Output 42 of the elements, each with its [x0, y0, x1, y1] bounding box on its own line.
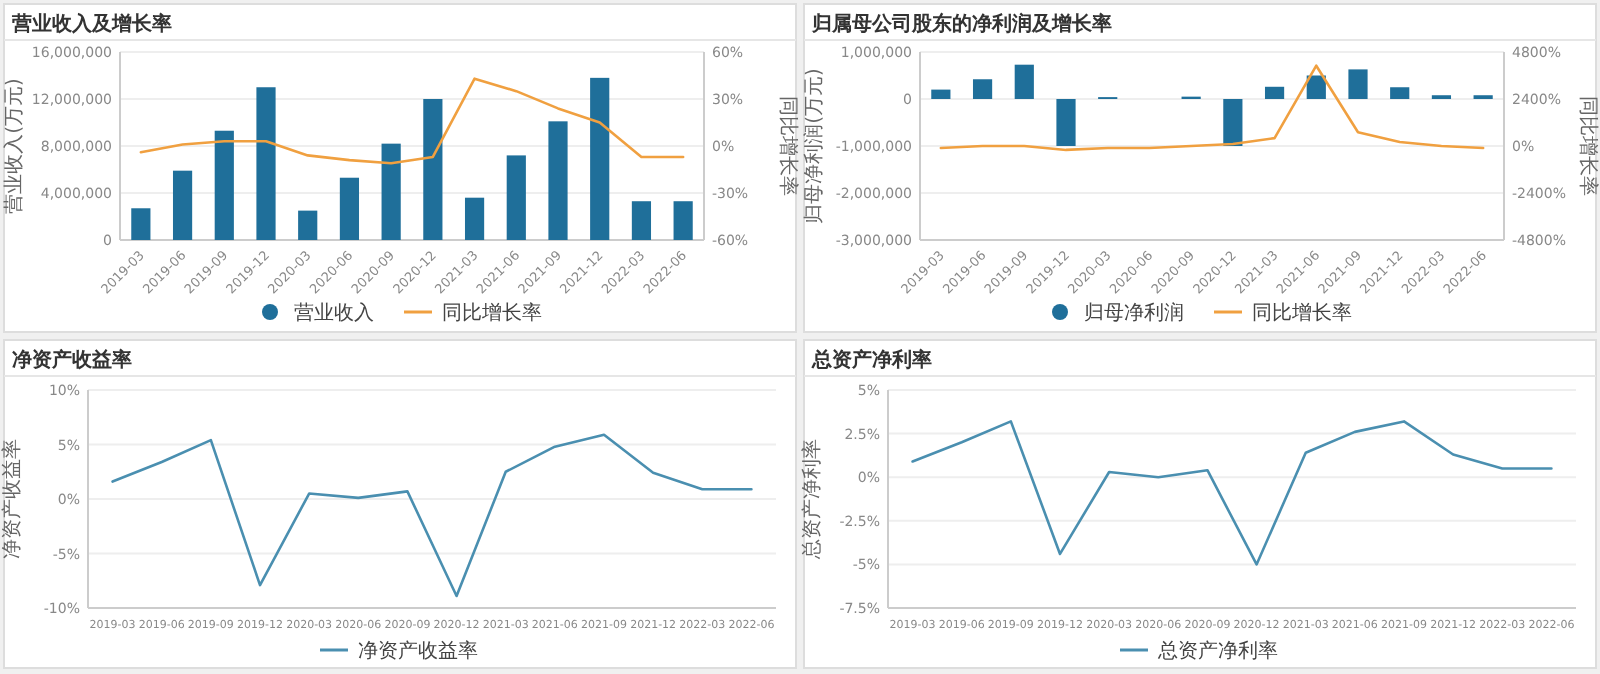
bar	[256, 87, 276, 240]
legend-label: 总资产净利率	[1156, 639, 1278, 663]
line-series	[911, 420, 1553, 566]
bar	[548, 121, 568, 240]
legend-label: 同比增长率	[1252, 301, 1352, 325]
bar	[972, 79, 993, 99]
bar	[1348, 69, 1368, 99]
y2-axis-title: 同比增长率	[1576, 96, 1600, 196]
chart-title: 净资产收益率	[12, 348, 132, 372]
y-axis-title: 营业收入(万元)	[2, 78, 26, 214]
bar	[931, 89, 951, 99]
bar	[172, 170, 193, 240]
y-axis-title: 归母净利润(万元)	[802, 68, 826, 224]
bar	[590, 77, 610, 240]
bar	[381, 143, 401, 240]
bar	[339, 177, 360, 240]
bar	[506, 155, 526, 240]
chart-title: 归属母公司股东的净利润及增长率	[810, 12, 1112, 36]
bar	[1390, 87, 1410, 99]
legend-label: 营业收入	[294, 301, 374, 325]
bar	[673, 201, 693, 240]
bar	[423, 99, 443, 240]
bar	[1223, 99, 1243, 146]
bar	[214, 130, 234, 240]
legend-label: 同比增长率	[442, 301, 542, 325]
bar	[1056, 99, 1076, 146]
chart-title: 营业收入及增长率	[10, 12, 172, 36]
line-series	[139, 77, 685, 165]
legend-label: 净资产收益率	[358, 639, 478, 663]
legend-label: 归母净利润	[1084, 301, 1184, 325]
bar	[298, 210, 318, 240]
y-axis-title: 总资产净利率	[800, 439, 824, 561]
bar	[464, 197, 485, 240]
bar	[1264, 86, 1285, 99]
y2-axis-title: 同比增长率	[776, 96, 800, 196]
line-series	[111, 433, 753, 598]
bar	[1014, 64, 1034, 99]
bar	[131, 208, 151, 240]
chart-title: 总资产净利率	[810, 348, 932, 372]
y-axis-title: 净资产收益率	[0, 439, 24, 559]
line-series	[939, 64, 1485, 152]
bar	[631, 201, 652, 240]
